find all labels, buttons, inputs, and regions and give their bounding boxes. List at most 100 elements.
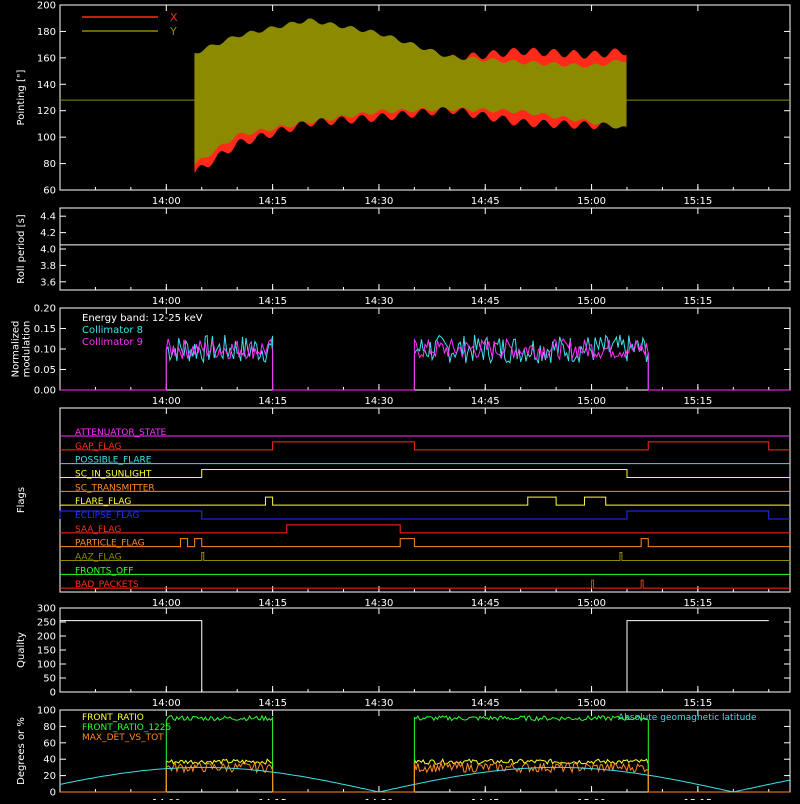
pointing-xtick-label: 14:00 (152, 196, 181, 207)
pointing-frame (59, 4, 791, 191)
pointing-ytick-label: 160 (37, 53, 56, 64)
flags-xtick-label: 14:30 (365, 598, 394, 609)
quality-ytick-label: 250 (37, 618, 56, 629)
roll-period-xtick-label: 15:00 (577, 296, 606, 307)
flag-label-particle_flag: PARTICLE_FLAG (75, 539, 145, 549)
ratios-ytick-label: 0 (50, 788, 56, 799)
quality-xtick-label: 14:00 (152, 698, 181, 709)
roll-period-ytick-label: 4.0 (40, 245, 56, 256)
flag-label-gap_flag: GAP_FLAG (75, 442, 121, 452)
quality-ytick-label: 300 (37, 604, 56, 615)
modulation-xtick-label: 15:15 (683, 396, 712, 407)
roll-period-xtick-label: 14:30 (365, 296, 394, 307)
pointing-ytick-label: 60 (43, 186, 56, 197)
quality-xtick-label: 15:00 (577, 698, 606, 709)
pointing-ytick-label: 100 (37, 133, 56, 144)
pointing-xtick-label: 15:00 (577, 196, 606, 207)
legend-label-X: X (170, 11, 178, 24)
ratios-ytick-label: 60 (43, 738, 56, 749)
roll-period-panel: 14:00 14:15 14:30 14:45 15:00 15:15 3.6 3.8 4.0 4… (16, 207, 791, 307)
pointing-ylabel: Pointing ["] (16, 69, 27, 125)
ratios-ytick-label: 80 (43, 722, 56, 733)
pointing-ytick-label: 120 (37, 106, 56, 117)
pointing-ytick-label: 200 (37, 1, 56, 12)
flag-line-gap_flag (60, 441, 790, 451)
flags-panel: 14:00 14:15 14:30 14:45 15:00 15:15 Flags ATTEN… (16, 407, 791, 609)
legend-collimator-9: Collimator 9 (82, 337, 143, 348)
roll-period-ytick-label: 4.4 (40, 212, 56, 223)
roll-period-ytick-label: 4.2 (40, 228, 56, 239)
modulation-xtick-label: 14:00 (152, 396, 181, 407)
modulation-xtick-label: 14:45 (471, 396, 500, 407)
roll-period-ylabel: Roll period [s] (16, 214, 27, 283)
pointing-ytick-label: 180 (37, 27, 56, 38)
quality-ylabel: Quality (16, 632, 27, 668)
flag-line-bad_packets (60, 579, 790, 589)
flag-line-aaz_flag (60, 552, 790, 561)
flag-line-eclipse_flag (59, 510, 790, 520)
flag-label-sc_in_sunlight: SC_IN_SUNLIGHT (75, 470, 152, 480)
pointing-xtick-label: 14:45 (471, 196, 500, 207)
modulation-ytick-label: 0.05 (34, 365, 56, 376)
series-collimator-9 (60, 337, 790, 391)
quality-ytick-label: 0 (50, 688, 56, 699)
quality-panel: 14:00 14:15 14:30 14:45 15:00 15:15 0 50 100 150 2… (16, 604, 791, 709)
legend-max_det_vs_tot: MAX_DET_VS_TOT (82, 733, 164, 743)
pointing-xtick-label: 14:15 (258, 196, 287, 207)
roll-period-xtick-label: 14:45 (471, 296, 500, 307)
series-front_ratio_1225 (60, 714, 790, 793)
energy-band-annotation: Energy band: 12-25 keV (82, 313, 203, 324)
roll-period-xtick-label: 14:00 (152, 296, 181, 307)
flag-label-sc_transmitter: SC_TRANSMITTER (75, 483, 155, 493)
ratios-ytick-label: 100 (37, 706, 56, 717)
roll-period-ytick-label: 3.8 (40, 261, 56, 272)
ratios-panel: 14:0014:1514:3014:4515:0015:150204060801… (16, 706, 791, 804)
flags-ylabel: Flags (16, 487, 27, 513)
flag-line-saa_flag (60, 524, 790, 534)
roll-period-frame (59, 207, 791, 291)
flags-xtick-label: 15:15 (683, 598, 712, 609)
modulation-xtick-label: 14:15 (258, 396, 287, 407)
flag-label-fronts_off: FRONTS_OFF (75, 566, 133, 576)
series-front_ratio (60, 757, 790, 793)
ratios-ytick-label: 40 (43, 755, 56, 766)
pointing-xtick-label: 14:30 (365, 196, 394, 207)
flags-xtick-label: 15:00 (577, 598, 606, 609)
roll-period-xtick-label: 14:15 (258, 296, 287, 307)
flag-label-bad_packets: BAD_PACKETS (75, 580, 139, 590)
pointing-ytick-label: 140 (37, 80, 56, 91)
legend-front_ratio: FRONT_RATIO (82, 713, 144, 723)
quality-ytick-label: 150 (37, 646, 56, 657)
modulation-ylabel: modulation (22, 321, 33, 378)
quality-xtick-label: 14:15 (258, 698, 287, 709)
roll-period-xtick-label: 15:15 (683, 296, 712, 307)
flag-label-eclipse_flag: ECLIPSE_FLAG (75, 511, 139, 521)
quality-ytick-label: 200 (37, 632, 56, 643)
flag-line-sc_in_sunlight (60, 469, 790, 478)
legend-front_ratio_1225: FRONT_RATIO_1225 (82, 723, 171, 733)
modulation-ytick-label: 0.20 (34, 304, 56, 315)
flag-line-flare_flag (60, 496, 790, 506)
legend-geomagnetic-latitude: Absolute geomagnetic latitude (618, 713, 757, 723)
flag-label-flare_flag: FLARE_FLAG (75, 497, 131, 507)
quality-ytick-label: 50 (43, 674, 56, 685)
series-max_det_vs_tot (60, 760, 790, 793)
flag-line-particle_flag (60, 538, 790, 548)
modulation-xtick-label: 14:30 (365, 396, 394, 407)
quality-xtick-label: 14:45 (471, 698, 500, 709)
modulation-panel: 14:00 14:15 14:30 14:45 15:00 15:15 0.00 0.05 0.… (11, 304, 791, 407)
quality-xtick-label: 14:30 (365, 698, 394, 709)
flag-label-possible_flare: POSSIBLE_FLARE (75, 456, 152, 466)
series-absolute-geomagnetic-latitude (59, 766, 791, 793)
flags-xtick-label: 14:00 (152, 598, 181, 609)
modulation-ytick-label: 0.00 (34, 386, 56, 397)
flags-frame (59, 407, 791, 593)
ratios-ylabel: Degrees or % (16, 717, 27, 785)
quality-ytick-label: 100 (37, 660, 56, 671)
quality-line (60, 620, 769, 693)
flags-xtick-label: 14:15 (258, 598, 287, 609)
flags-xtick-label: 14:45 (471, 598, 500, 609)
pointing-xtick-label: 15:15 (683, 196, 712, 207)
